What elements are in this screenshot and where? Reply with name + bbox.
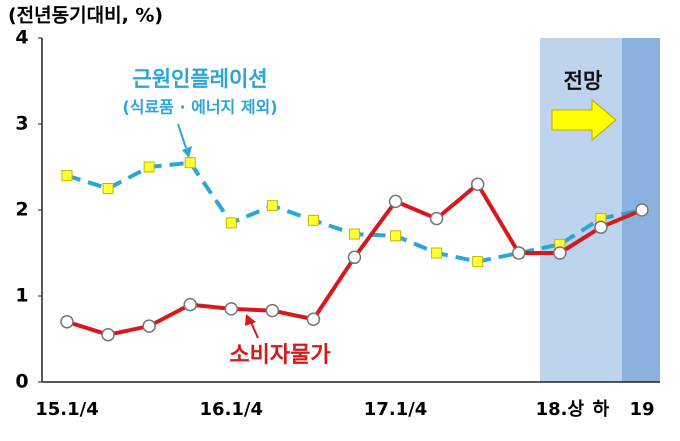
point <box>429 211 444 226</box>
point <box>183 297 197 312</box>
point <box>60 315 74 329</box>
point <box>512 246 526 260</box>
x-tick-label: 17.1/4 <box>364 399 428 420</box>
series-label: 근원인플레이션 <box>132 67 267 91</box>
forecast-region <box>540 38 622 382</box>
annotation-arrowhead <box>182 146 192 158</box>
point <box>143 161 155 173</box>
point <box>470 177 485 191</box>
point <box>102 183 114 194</box>
y-tick-label: 1 <box>15 285 28 307</box>
point <box>635 203 649 217</box>
x-tick-label: 하 <box>593 399 610 420</box>
point <box>61 170 73 182</box>
point <box>307 214 319 226</box>
point <box>390 230 402 242</box>
point <box>306 312 321 326</box>
x-tick-label: 16.1/4 <box>200 399 264 420</box>
point <box>266 200 278 212</box>
x-tick-label: 18.상 <box>536 399 585 420</box>
point <box>388 194 403 209</box>
point <box>594 220 608 234</box>
point <box>224 302 239 316</box>
series-label: 소비자물가 <box>229 343 330 368</box>
series-sublabel: (식료품 · 에너지 제외) <box>122 98 277 117</box>
x-tick-label: 15.1/4 <box>35 399 99 420</box>
point <box>348 228 360 240</box>
point <box>472 256 484 268</box>
annotation-arrowhead <box>245 314 256 326</box>
point <box>101 327 115 342</box>
point <box>347 250 362 265</box>
y-tick-label: 0 <box>15 371 28 393</box>
annotation-arrow <box>177 123 187 149</box>
y-tick-label: 4 <box>15 27 28 49</box>
point <box>553 246 567 260</box>
x-tick-label: 19 <box>629 399 654 420</box>
y-axis-label: (전년동기대비, %) <box>8 5 163 27</box>
point <box>265 303 280 318</box>
point <box>431 247 443 259</box>
forecast-label: 전망 <box>564 69 603 93</box>
point <box>184 157 196 169</box>
forecast-arrow <box>551 98 617 142</box>
y-tick-label: 3 <box>15 113 28 135</box>
point <box>225 217 237 229</box>
y-tick-label: 2 <box>15 199 28 221</box>
point <box>142 319 156 333</box>
